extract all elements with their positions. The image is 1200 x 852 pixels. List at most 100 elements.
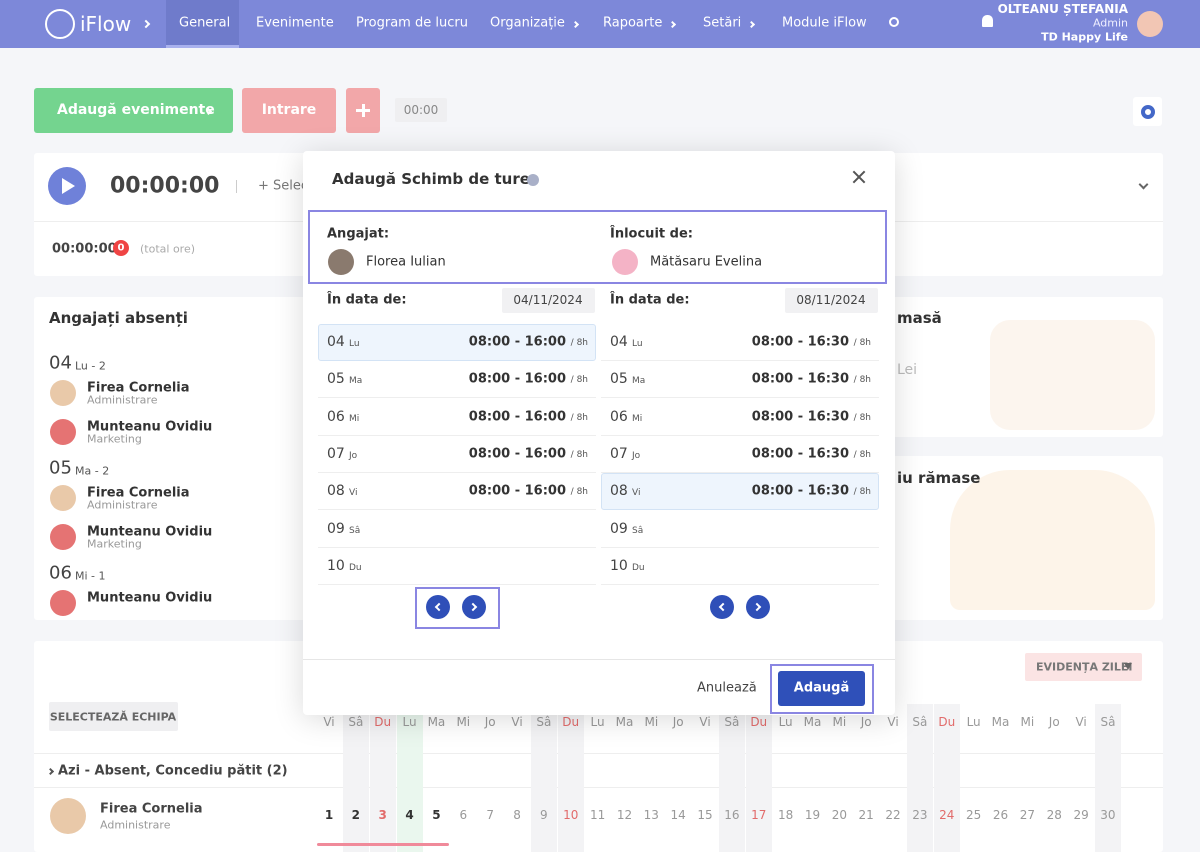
weekday-label: Du xyxy=(374,715,392,729)
nav-item[interactable]: Setări xyxy=(703,15,742,31)
entry-button[interactable] xyxy=(242,88,336,133)
date-box[interactable] xyxy=(785,288,878,313)
shift-row[interactable] xyxy=(601,324,879,361)
today-column xyxy=(396,704,423,852)
day-number: 28 xyxy=(1046,808,1062,822)
weekend-column xyxy=(342,704,369,852)
shift-day: 07 xyxy=(327,445,345,462)
absent-name: Firea Cornelia xyxy=(87,485,190,501)
shift-row[interactable] xyxy=(601,399,879,436)
pager-button[interactable] xyxy=(746,595,770,619)
employee-name: Firea Cornelia xyxy=(100,801,203,817)
shift-row[interactable] xyxy=(318,436,596,473)
day-number: 12 xyxy=(616,808,633,822)
user-avatar[interactable] xyxy=(1137,11,1163,37)
pager-button[interactable] xyxy=(710,595,734,619)
date-box[interactable] xyxy=(502,288,595,313)
replacement-label: Înlocuit de: xyxy=(610,226,693,242)
shift-day: 07 xyxy=(610,445,628,462)
shift-row[interactable] xyxy=(318,473,596,511)
nav-item[interactable]: Module iFlow xyxy=(782,15,867,31)
absent-avatar xyxy=(50,419,76,445)
shift-day: 08 xyxy=(327,483,345,500)
employee-value: Florea Iulian xyxy=(366,254,446,270)
shift-time: 08:00 - 16:00 xyxy=(468,446,566,462)
shift-weekday: Mi xyxy=(632,413,643,424)
weekend-column xyxy=(906,704,933,852)
pager-highlight xyxy=(415,587,500,629)
nav-item[interactable]: General xyxy=(179,15,231,31)
shift-weekday: Jo xyxy=(349,450,358,461)
cancel-button[interactable]: Anulează xyxy=(697,680,757,696)
weekday-label: Lu xyxy=(966,715,981,729)
shift-row[interactable] xyxy=(318,399,596,436)
day-number: 18 xyxy=(777,808,794,822)
submit-button[interactable] xyxy=(778,671,865,706)
day-number: 19 xyxy=(804,808,821,822)
nav-item[interactable]: Evenimente xyxy=(256,15,334,31)
meal-title: masă xyxy=(897,309,942,327)
nav-item[interactable]: Rapoarte xyxy=(603,15,663,31)
shift-row[interactable] xyxy=(318,511,596,548)
absent-dept: Administrare xyxy=(87,393,158,407)
submit-highlight xyxy=(770,664,874,714)
shift-day: 04 xyxy=(327,334,345,350)
timer-total: 00:00:00 xyxy=(52,241,117,257)
absent-day: 04 xyxy=(49,352,72,374)
shift-day: 05 xyxy=(327,371,345,388)
date-label: În data de: xyxy=(610,292,690,308)
weekday-label: Mi xyxy=(832,715,847,729)
team-button[interactable] xyxy=(49,702,178,731)
shift-day: 05 xyxy=(610,371,628,388)
shift-weekday: Jo xyxy=(632,450,641,461)
weekday-label: Sâ xyxy=(536,715,552,729)
absent-dept: Administrare xyxy=(87,498,158,512)
shift-row[interactable] xyxy=(318,324,596,361)
shift-day: 08 xyxy=(610,483,628,500)
shift-weekday: Ma xyxy=(632,376,646,387)
absent-name: Munteanu Ovidiu xyxy=(87,419,213,435)
shift-row[interactable] xyxy=(601,511,879,548)
shift-weekday: Lu xyxy=(349,339,360,349)
shift-row[interactable] xyxy=(601,436,879,473)
absent-avatar xyxy=(50,590,76,616)
absence-bar xyxy=(317,843,449,846)
employee-avatar xyxy=(50,798,86,834)
pager-button[interactable] xyxy=(462,595,486,619)
date-value: 08/11/2024 xyxy=(796,293,866,307)
pager-button[interactable] xyxy=(426,595,450,619)
weekend-column xyxy=(1094,704,1121,852)
shift-day: 10 xyxy=(327,557,345,574)
shift-row[interactable] xyxy=(318,361,596,399)
weekday-label: Lu xyxy=(590,715,605,729)
add-events-button[interactable] xyxy=(34,88,233,133)
nav-item[interactable]: Program de lucru xyxy=(356,15,468,31)
shift-row[interactable] xyxy=(318,548,596,585)
shift-time: 08:00 - 16:00 xyxy=(468,409,566,425)
nav-item[interactable]: Organizație xyxy=(490,15,565,31)
day-number: 6 xyxy=(459,808,468,822)
shift-row[interactable] xyxy=(601,548,879,585)
shift-row[interactable] xyxy=(601,473,879,511)
shift-row[interactable] xyxy=(601,361,879,399)
nav-active xyxy=(166,0,239,48)
bell-icon xyxy=(982,15,993,27)
shift-weekday: Sâ xyxy=(632,525,644,536)
day-number: 26 xyxy=(992,808,1009,822)
submit-label: Adaugă xyxy=(793,680,850,696)
weekday-label: Mi xyxy=(644,715,659,729)
weekday-label: Vi xyxy=(887,715,899,729)
absent-name: Munteanu Ovidiu xyxy=(87,524,213,540)
replacement-value: Mătăsaru Evelina xyxy=(650,254,763,270)
absent-dept: Marketing xyxy=(87,432,142,446)
shift-weekday: Du xyxy=(349,562,362,573)
absent-day-label: Mi - 1 xyxy=(75,569,106,583)
timer-count: 0 xyxy=(117,242,125,254)
filter-button[interactable] xyxy=(1025,653,1142,681)
shift-weekday: Lu xyxy=(632,339,643,349)
date-label: În data de: xyxy=(327,292,407,308)
weekday-label: Ma xyxy=(615,715,634,729)
shift-weekday: Ma xyxy=(349,376,363,387)
day-number: 2 xyxy=(351,808,361,822)
modal-footer-line xyxy=(303,659,895,660)
